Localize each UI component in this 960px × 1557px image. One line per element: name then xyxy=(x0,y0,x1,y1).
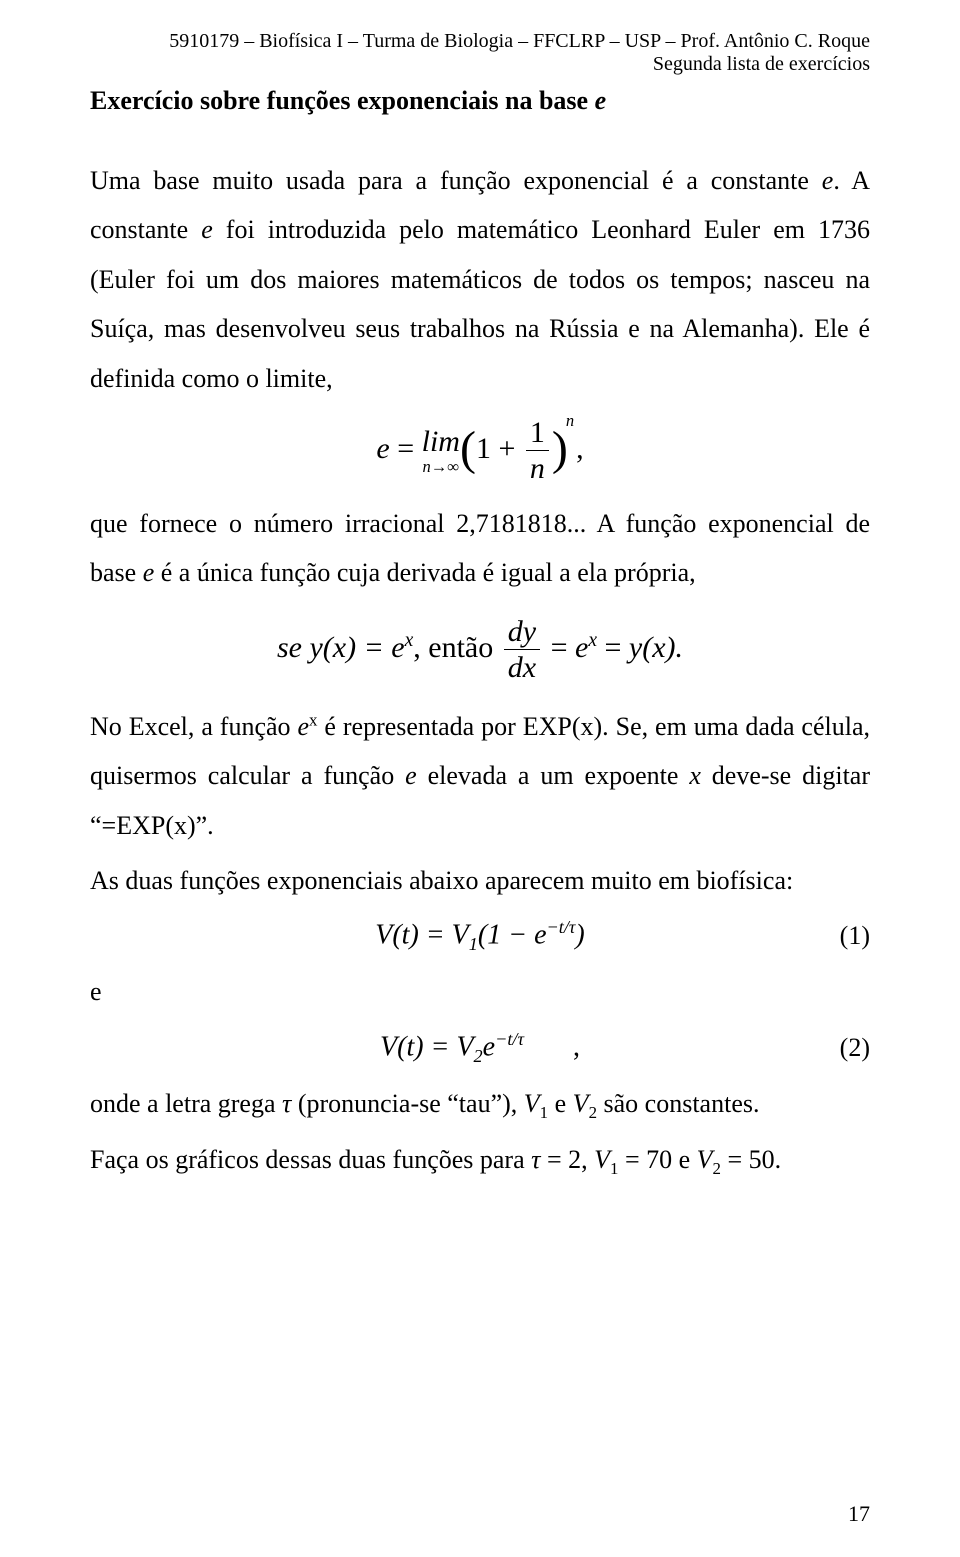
eq1-eq: = xyxy=(390,432,422,465)
eq2-entao: , então xyxy=(413,631,500,664)
eq2-frac-num: dy xyxy=(504,616,540,651)
p3-text-c: elevada a um expoente xyxy=(417,761,690,790)
p1-text-a: Uma base muito usada para a função expon… xyxy=(90,166,822,195)
eq1-lim-top: lim xyxy=(422,425,460,458)
p1-e2: e xyxy=(201,215,213,244)
eq2-sup-x2: x xyxy=(588,630,597,651)
eq3-expr: V(t) = V1(1 − e−t/τ) xyxy=(375,917,585,955)
eq4-expr: V(t) = V2e−t/τ , xyxy=(380,1029,580,1067)
p3-e2: e xyxy=(405,761,417,790)
eq4-number: (2) xyxy=(840,1033,870,1063)
page: 5910179 – Biofísica I – Turma de Biologi… xyxy=(0,0,960,1557)
eq3-lhs: V(t) = V xyxy=(375,920,469,951)
p3-text-a: No Excel, a função xyxy=(90,712,297,741)
paragraph-6: Faça os gráficos dessas duas funções par… xyxy=(90,1135,870,1185)
eq3-sub1: 1 xyxy=(469,934,478,954)
p3-e: e xyxy=(297,712,309,741)
eq4-tail: , xyxy=(524,1031,580,1062)
eq1-frac-num: 1 xyxy=(526,417,549,452)
equation-derivative: se y(x) = ex, então dydx = ex = y(x). xyxy=(90,616,870,684)
eq1-lim: limn→∞ xyxy=(422,427,460,476)
p5-v2: V xyxy=(573,1089,589,1118)
p5-text-a: onde a letra grega xyxy=(90,1089,282,1118)
p5-text-b: (pronuncia-se “tau”), xyxy=(291,1089,523,1118)
p5-s2: 2 xyxy=(589,1103,597,1122)
p5-tau: τ xyxy=(282,1089,291,1118)
eq1-comma: , xyxy=(576,432,584,465)
paragraph-4: As duas funções exponenciais abaixo apar… xyxy=(90,856,870,905)
eq3-lpar: (1 − e xyxy=(478,920,547,951)
paragraph-1: Uma base muito usada para a função expon… xyxy=(90,156,870,403)
p2-e: e xyxy=(143,558,155,587)
eq1-sup-n: n xyxy=(566,411,574,431)
eq1-frac-den: n xyxy=(526,451,549,485)
equation-v2: V(t) = V2e−t/τ , (2) xyxy=(90,1029,870,1067)
eq1-e: e xyxy=(376,432,389,465)
p6-text-b: = 2, xyxy=(540,1145,594,1174)
section-title-text: Exercício sobre funções exponenciais na … xyxy=(90,86,595,115)
eq1-lim-bot: n→∞ xyxy=(422,459,460,476)
eq4-sup: −t/τ xyxy=(495,1029,524,1049)
eq2-se: se xyxy=(277,631,310,664)
page-header: 5910179 – Biofísica I – Turma de Biologi… xyxy=(90,30,870,76)
eq3-number: (1) xyxy=(840,921,870,951)
e-connector: e xyxy=(90,967,870,1016)
eq4-lhs: V(t) = V xyxy=(380,1031,474,1062)
eq1-plus: + xyxy=(491,432,523,465)
eq2-e2: e xyxy=(575,631,588,664)
p6-text-a: Faça os gráficos dessas duas funções par… xyxy=(90,1145,531,1174)
p6-v1: V xyxy=(594,1145,610,1174)
eq2-frac: dydx xyxy=(504,616,540,684)
paragraph-3: No Excel, a função ex é representada por… xyxy=(90,702,870,850)
eq1-frac: 1n xyxy=(526,417,549,485)
section-title: Exercício sobre funções exponenciais na … xyxy=(90,86,870,116)
header-line-2: Segunda lista de exercícios xyxy=(90,53,870,76)
eq3-rpar: ) xyxy=(575,920,584,951)
eq2-sup-x1: x xyxy=(405,630,414,651)
eq1-one: 1 xyxy=(476,432,491,465)
p6-text-c: = 70 e xyxy=(618,1145,696,1174)
p1-e: e xyxy=(822,166,834,195)
p2-text-b: é a única função cuja derivada é igual a… xyxy=(154,558,695,587)
eq3-sup: −t/τ xyxy=(547,917,576,937)
eq2-yx: y(x) = e xyxy=(309,631,404,664)
eq1-rparen: ) xyxy=(552,427,568,470)
p5-text-c: e xyxy=(548,1089,573,1118)
equation-v1: V(t) = V1(1 − e−t/τ) (1) xyxy=(90,917,870,955)
p6-text-d: = 50. xyxy=(721,1145,781,1174)
eq2-eq: = xyxy=(543,631,575,664)
paragraph-5: onde a letra grega τ (pronuncia-se “tau”… xyxy=(90,1079,870,1129)
eq2-eq2: = xyxy=(597,631,629,664)
p5-v1: V xyxy=(524,1089,540,1118)
eq2-yx2: y(x). xyxy=(629,631,683,664)
page-number: 17 xyxy=(848,1501,870,1527)
eq4-sub2: 2 xyxy=(474,1046,483,1066)
p6-s2: 2 xyxy=(713,1159,721,1178)
eq4-e: e xyxy=(483,1031,495,1062)
p6-v2: V xyxy=(697,1145,713,1174)
p5-s1: 1 xyxy=(540,1103,548,1122)
p3-x: x xyxy=(689,761,701,790)
paragraph-2: que fornece o número irracional 2,718181… xyxy=(90,499,870,598)
p5-text-d: são constantes. xyxy=(597,1089,759,1118)
header-line-1: 5910179 – Biofísica I – Turma de Biologi… xyxy=(90,30,870,53)
eq1-lparen: ( xyxy=(460,427,476,470)
eq2-frac-den: dx xyxy=(504,650,540,684)
section-title-var-e: e xyxy=(595,86,607,115)
equation-limit: e = limn→∞(1 + 1n)n, xyxy=(90,417,870,485)
